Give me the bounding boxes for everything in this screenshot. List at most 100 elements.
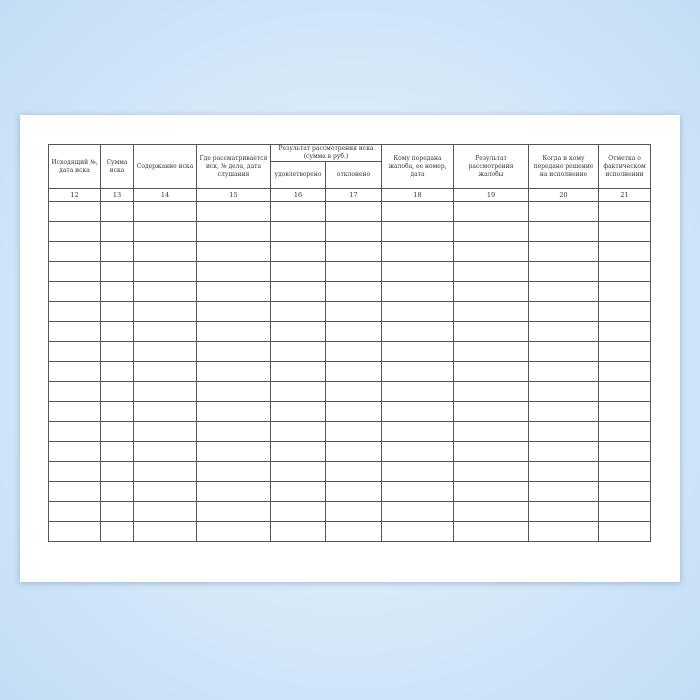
table-cell[interactable] <box>381 241 455 262</box>
table-cell[interactable] <box>196 461 271 482</box>
table-cell[interactable] <box>381 221 455 242</box>
table-cell[interactable] <box>528 441 600 462</box>
table-cell[interactable] <box>100 201 134 222</box>
table-cell[interactable] <box>598 421 652 442</box>
table-cell[interactable] <box>48 521 101 542</box>
table-cell[interactable] <box>48 381 101 402</box>
table-cell[interactable] <box>528 401 600 422</box>
table-cell[interactable] <box>598 201 652 222</box>
table-cell[interactable] <box>100 241 134 262</box>
table-cell[interactable] <box>381 401 455 422</box>
table-cell[interactable] <box>453 261 530 282</box>
table-cell[interactable] <box>324 201 383 222</box>
table-cell[interactable] <box>324 501 383 522</box>
table-cell[interactable] <box>133 261 197 282</box>
table-cell[interactable] <box>100 281 134 302</box>
table-cell[interactable] <box>270 461 326 482</box>
table-cell[interactable] <box>100 341 134 362</box>
table-cell[interactable] <box>528 361 600 382</box>
table-cell[interactable] <box>133 401 197 422</box>
table-cell[interactable] <box>381 381 455 402</box>
table-cell[interactable] <box>100 221 134 242</box>
table-cell[interactable] <box>133 281 197 302</box>
table-cell[interactable] <box>528 501 600 522</box>
table-cell[interactable] <box>133 241 197 262</box>
table-cell[interactable] <box>324 321 383 342</box>
table-cell[interactable] <box>133 381 197 402</box>
table-cell[interactable] <box>528 221 600 242</box>
table-cell[interactable] <box>196 421 271 442</box>
table-cell[interactable] <box>381 521 455 542</box>
table-cell[interactable] <box>598 221 652 242</box>
table-cell[interactable] <box>100 441 134 462</box>
table-cell[interactable] <box>453 361 530 382</box>
table-cell[interactable] <box>133 201 197 222</box>
table-cell[interactable] <box>453 281 530 302</box>
table-cell[interactable] <box>196 201 271 222</box>
table-cell[interactable] <box>453 341 530 362</box>
table-cell[interactable] <box>133 301 197 322</box>
table-cell[interactable] <box>196 261 271 282</box>
table-cell[interactable] <box>528 261 600 282</box>
table-cell[interactable] <box>48 201 101 222</box>
table-cell[interactable] <box>324 521 383 542</box>
table-cell[interactable] <box>100 461 134 482</box>
table-cell[interactable] <box>270 521 326 542</box>
table-cell[interactable] <box>598 461 652 482</box>
table-cell[interactable] <box>270 341 326 362</box>
table-cell[interactable] <box>453 381 530 402</box>
table-cell[interactable] <box>100 361 134 382</box>
table-cell[interactable] <box>598 401 652 422</box>
table-cell[interactable] <box>48 401 101 422</box>
table-cell[interactable] <box>453 481 530 502</box>
table-cell[interactable] <box>270 281 326 302</box>
table-cell[interactable] <box>598 241 652 262</box>
table-cell[interactable] <box>270 501 326 522</box>
table-cell[interactable] <box>381 461 455 482</box>
table-cell[interactable] <box>324 481 383 502</box>
table-cell[interactable] <box>133 481 197 502</box>
table-cell[interactable] <box>48 441 101 462</box>
table-cell[interactable] <box>133 221 197 242</box>
table-cell[interactable] <box>100 481 134 502</box>
table-cell[interactable] <box>270 301 326 322</box>
table-cell[interactable] <box>453 441 530 462</box>
table-cell[interactable] <box>324 401 383 422</box>
table-cell[interactable] <box>100 381 134 402</box>
table-cell[interactable] <box>270 401 326 422</box>
table-cell[interactable] <box>381 341 455 362</box>
table-cell[interactable] <box>453 521 530 542</box>
table-cell[interactable] <box>453 221 530 242</box>
table-cell[interactable] <box>133 461 197 482</box>
table-cell[interactable] <box>100 321 134 342</box>
table-cell[interactable] <box>196 481 271 502</box>
table-cell[interactable] <box>196 281 271 302</box>
table-cell[interactable] <box>196 241 271 262</box>
table-cell[interactable] <box>453 321 530 342</box>
table-cell[interactable] <box>100 421 134 442</box>
table-cell[interactable] <box>598 261 652 282</box>
table-cell[interactable] <box>48 341 101 362</box>
table-cell[interactable] <box>453 301 530 322</box>
table-cell[interactable] <box>196 401 271 422</box>
table-cell[interactable] <box>598 341 652 362</box>
table-cell[interactable] <box>48 501 101 522</box>
table-cell[interactable] <box>48 281 101 302</box>
table-cell[interactable] <box>196 301 271 322</box>
table-cell[interactable] <box>528 301 600 322</box>
table-cell[interactable] <box>381 261 455 282</box>
table-cell[interactable] <box>48 241 101 262</box>
table-cell[interactable] <box>381 421 455 442</box>
table-cell[interactable] <box>48 361 101 382</box>
table-cell[interactable] <box>133 441 197 462</box>
table-cell[interactable] <box>381 321 455 342</box>
table-cell[interactable] <box>270 481 326 502</box>
table-cell[interactable] <box>528 421 600 442</box>
table-cell[interactable] <box>270 361 326 382</box>
table-cell[interactable] <box>598 321 652 342</box>
table-cell[interactable] <box>270 241 326 262</box>
table-cell[interactable] <box>324 361 383 382</box>
table-cell[interactable] <box>453 241 530 262</box>
table-cell[interactable] <box>100 521 134 542</box>
table-cell[interactable] <box>100 401 134 422</box>
